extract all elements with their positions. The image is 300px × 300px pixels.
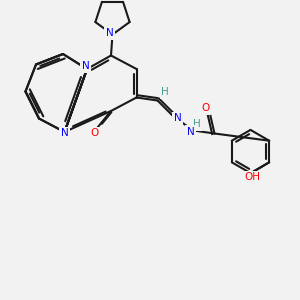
Text: N: N — [187, 127, 194, 137]
Text: O: O — [90, 128, 99, 139]
Text: N: N — [61, 128, 68, 139]
Text: N: N — [106, 28, 113, 38]
Text: H: H — [161, 87, 169, 97]
Text: H: H — [193, 119, 201, 130]
Text: O: O — [201, 103, 210, 113]
Text: OH: OH — [245, 172, 261, 182]
Text: N: N — [174, 113, 182, 124]
Text: N: N — [82, 61, 89, 71]
